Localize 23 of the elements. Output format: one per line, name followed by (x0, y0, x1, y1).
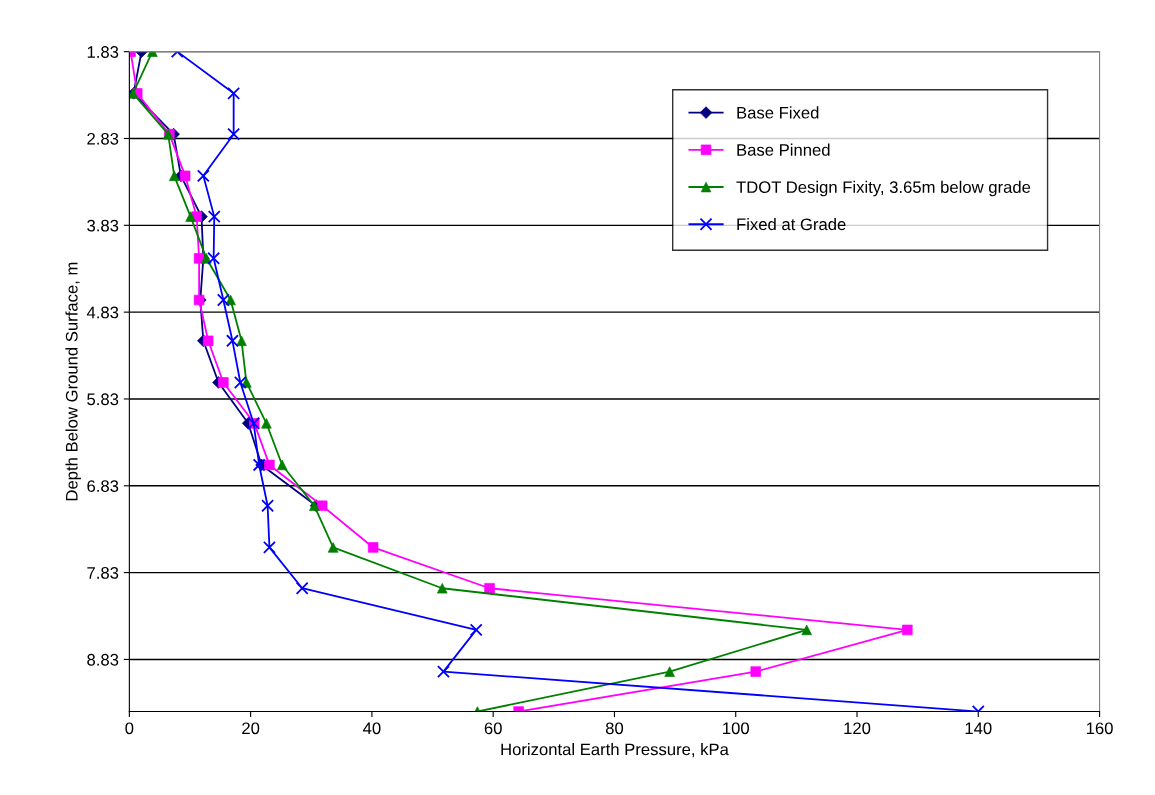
y-tick-label: 7.83 (87, 567, 119, 579)
y-axis-title: Depth Below Ground Surface, m (65, 262, 81, 501)
y-tick-label: 1.83 (87, 46, 119, 58)
x-tick-label: 160 (1086, 722, 1113, 735)
x-tick-label: 140 (965, 722, 992, 735)
legend-label: Fixed at Grade (737, 217, 846, 231)
x-tick-label: 100 (723, 722, 749, 735)
y-tick-label: 3.83 (87, 219, 119, 232)
x-tick-label: 20 (242, 722, 260, 735)
y-tick-label: 5.83 (87, 393, 119, 406)
legend-label: TDOT Design Fixity, 3.65m below grade (736, 180, 1031, 197)
y-tick-label: 8.83 (87, 653, 119, 666)
legend-label: Base Pinned (737, 143, 830, 156)
x-tick-label: 80 (605, 722, 624, 735)
legend-label: Base Fixed (737, 106, 819, 119)
x-tick-label: 40 (363, 722, 381, 735)
x-tick-label: 0 (125, 722, 134, 735)
x-axis-title: Horizontal Earth Pressure, kPa (501, 743, 729, 758)
y-tick-label: 6.83 (87, 480, 119, 492)
y-tick-label: 4.83 (86, 306, 119, 319)
x-tick-label: 60 (484, 722, 502, 735)
y-tick-label: 2.83 (87, 132, 119, 145)
x-tick-label: 120 (844, 722, 871, 735)
